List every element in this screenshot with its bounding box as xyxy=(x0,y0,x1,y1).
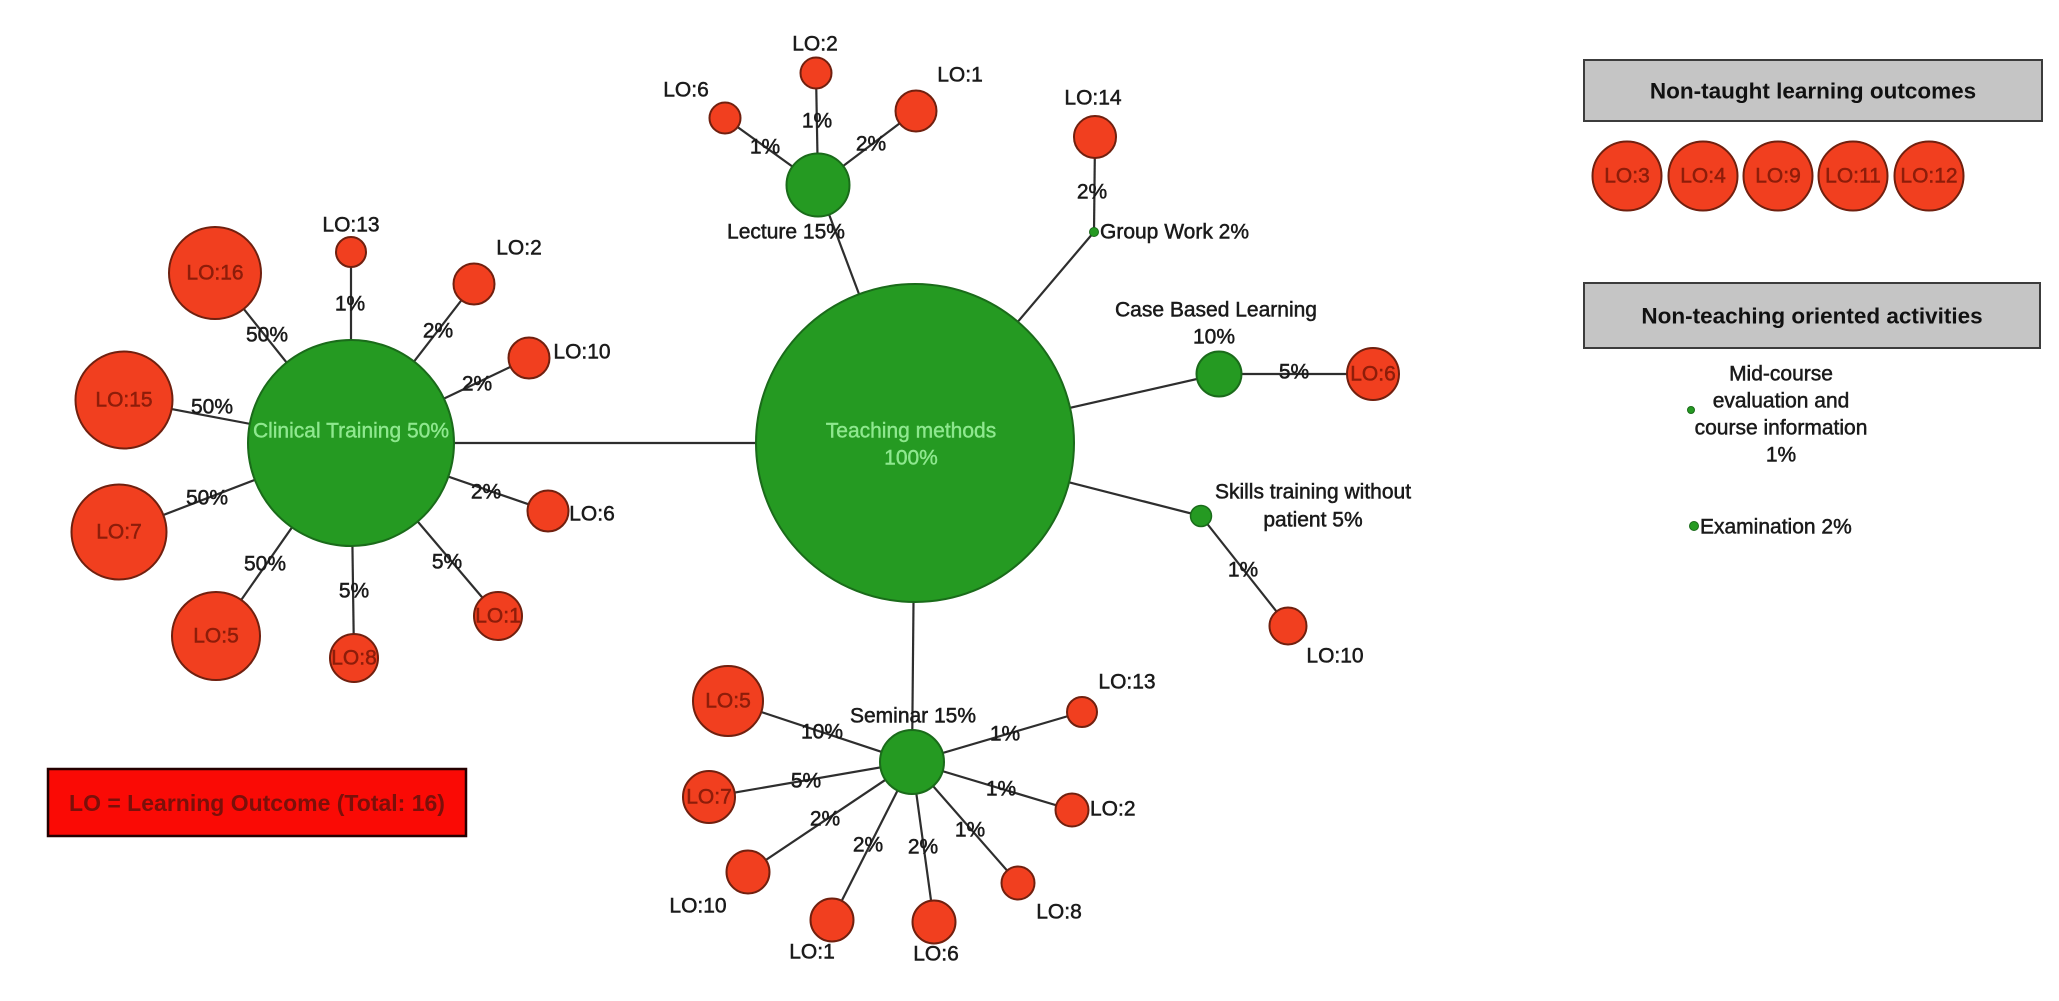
svg-text:50%: 50% xyxy=(244,553,286,576)
svg-text:2%: 2% xyxy=(423,320,453,343)
svg-text:LO:13: LO:13 xyxy=(322,214,379,237)
svg-text:1%: 1% xyxy=(986,778,1016,801)
svg-text:course information: course information xyxy=(1695,417,1868,440)
svg-text:50%: 50% xyxy=(246,324,288,347)
svg-text:5%: 5% xyxy=(339,580,369,603)
svg-text:50%: 50% xyxy=(191,396,233,419)
svg-text:LO:4: LO:4 xyxy=(1680,165,1726,188)
svg-text:2%: 2% xyxy=(1077,181,1107,204)
svg-text:10%: 10% xyxy=(1193,326,1235,349)
svg-text:Examination 2%: Examination 2% xyxy=(1700,516,1852,539)
svg-text:1%: 1% xyxy=(955,819,985,842)
svg-text:LO:16: LO:16 xyxy=(186,262,243,285)
svg-text:LO:6: LO:6 xyxy=(913,943,959,966)
svg-text:Lecture 15%: Lecture 15% xyxy=(727,221,845,244)
svg-text:100%: 100% xyxy=(884,447,938,470)
svg-text:5%: 5% xyxy=(791,770,821,793)
svg-text:LO:3: LO:3 xyxy=(1604,165,1650,188)
svg-text:Non-taught learning outcomes: Non-taught learning outcomes xyxy=(1650,79,1976,104)
svg-text:Mid-course: Mid-course xyxy=(1729,363,1833,386)
svg-text:LO:1: LO:1 xyxy=(789,941,835,964)
svg-text:LO:2: LO:2 xyxy=(496,237,542,260)
svg-text:LO:10: LO:10 xyxy=(669,895,726,918)
svg-text:LO:11: LO:11 xyxy=(1825,165,1881,188)
svg-text:2%: 2% xyxy=(856,133,886,156)
svg-text:LO:1: LO:1 xyxy=(937,64,983,87)
svg-text:evaluation and: evaluation and xyxy=(1713,390,1850,413)
svg-text:LO = Learning Outcome (Total:: LO = Learning Outcome (Total: 16) xyxy=(69,790,445,816)
svg-text:LO:6: LO:6 xyxy=(569,503,615,526)
svg-text:2%: 2% xyxy=(810,808,840,831)
svg-text:LO:5: LO:5 xyxy=(193,625,239,648)
svg-text:LO:6: LO:6 xyxy=(663,79,709,102)
svg-text:LO:15: LO:15 xyxy=(95,389,152,412)
svg-text:Case Based Learning: Case Based Learning xyxy=(1115,299,1317,322)
svg-text:10%: 10% xyxy=(801,721,843,744)
svg-text:1%: 1% xyxy=(990,723,1020,746)
svg-text:2%: 2% xyxy=(471,481,501,504)
svg-text:LO:7: LO:7 xyxy=(686,786,732,809)
svg-text:Clinical Training 50%: Clinical Training 50% xyxy=(253,420,449,443)
svg-text:1%: 1% xyxy=(1228,559,1258,582)
svg-text:LO:2: LO:2 xyxy=(792,33,838,56)
svg-text:LO:1: LO:1 xyxy=(475,605,521,628)
svg-text:Teaching methods: Teaching methods xyxy=(826,420,996,443)
svg-text:LO:7: LO:7 xyxy=(96,521,142,544)
svg-text:LO:12: LO:12 xyxy=(1900,165,1957,188)
svg-text:LO:6: LO:6 xyxy=(1350,363,1396,386)
svg-text:Group Work 2%: Group Work 2% xyxy=(1100,221,1249,244)
svg-text:LO:13: LO:13 xyxy=(1098,671,1155,694)
svg-text:LO:2: LO:2 xyxy=(1090,798,1136,821)
svg-text:1%: 1% xyxy=(1766,444,1796,467)
svg-text:Seminar 15%: Seminar 15% xyxy=(850,705,976,728)
svg-text:LO:8: LO:8 xyxy=(1036,901,1082,924)
svg-text:Non-teaching oriented activiti: Non-teaching oriented activities xyxy=(1641,304,1982,329)
svg-text:LO:8: LO:8 xyxy=(331,647,377,670)
svg-text:5%: 5% xyxy=(432,551,462,574)
svg-text:2%: 2% xyxy=(853,834,883,857)
svg-text:1%: 1% xyxy=(750,136,780,159)
svg-text:LO:5: LO:5 xyxy=(705,690,751,713)
svg-text:2%: 2% xyxy=(462,373,492,396)
svg-text:LO:14: LO:14 xyxy=(1064,87,1122,110)
svg-text:LO:10: LO:10 xyxy=(553,341,610,364)
svg-text:1%: 1% xyxy=(802,110,832,133)
svg-text:1%: 1% xyxy=(335,293,365,316)
svg-text:LO:10: LO:10 xyxy=(1306,645,1363,668)
svg-text:5%: 5% xyxy=(1279,361,1309,384)
svg-text:50%: 50% xyxy=(186,487,228,510)
svg-text:LO:9: LO:9 xyxy=(1755,165,1801,188)
svg-text:2%: 2% xyxy=(908,836,938,859)
svg-text:patient 5%: patient 5% xyxy=(1263,509,1362,532)
svg-text:Skills training without: Skills training without xyxy=(1215,481,1411,504)
